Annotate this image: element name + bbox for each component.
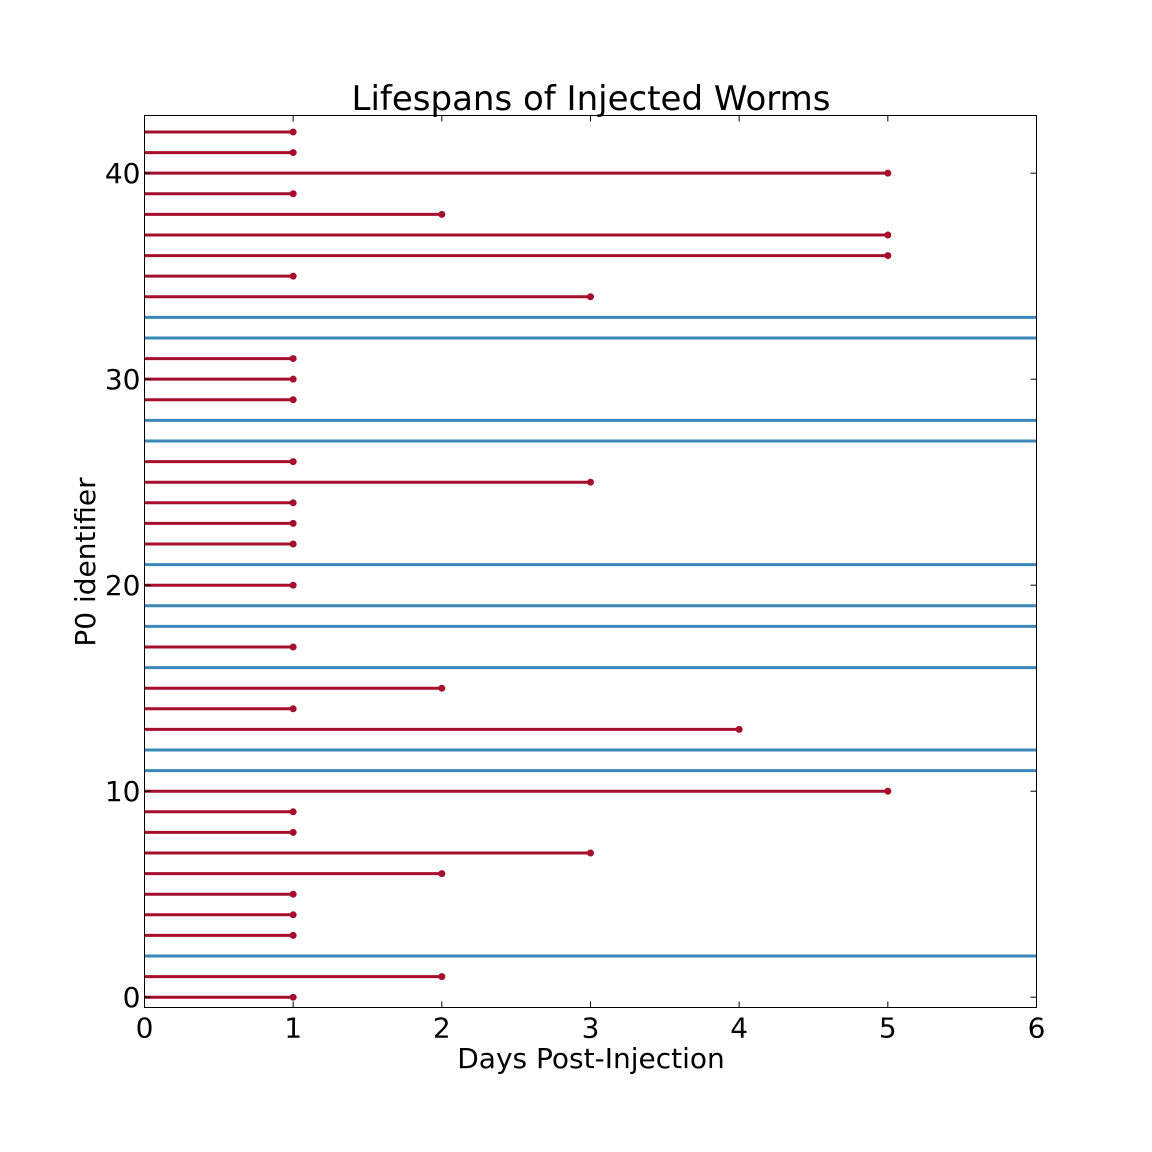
death-marker-39 — [289, 190, 297, 198]
death-marker-42 — [289, 128, 297, 136]
death-marker-22 — [289, 540, 297, 548]
death-marker-23 — [289, 519, 297, 527]
death-marker-14 — [289, 705, 297, 713]
x-tick-label-3: 3 — [582, 1012, 600, 1045]
death-marker-40 — [884, 169, 892, 177]
death-marker-3 — [289, 931, 297, 939]
x-tick-label-0: 0 — [136, 1012, 154, 1045]
death-marker-1 — [438, 973, 446, 981]
death-marker-25 — [587, 478, 594, 486]
death-marker-34 — [587, 293, 594, 301]
death-marker-5 — [289, 890, 297, 898]
death-marker-24 — [289, 499, 297, 507]
y-tick-label-0: 0 — [123, 981, 141, 1014]
x-tick-label-5: 5 — [879, 1012, 897, 1045]
x-axis-label: Days Post-Injection — [457, 1042, 725, 1075]
death-marker-13 — [735, 725, 743, 733]
death-marker-20 — [289, 581, 297, 589]
y-tick-label-30: 30 — [105, 363, 141, 396]
y-tick-label-20: 20 — [105, 569, 141, 602]
death-marker-17 — [289, 643, 297, 651]
y-axis-label: P0 identifier — [69, 477, 102, 647]
death-marker-35 — [289, 272, 297, 280]
death-marker-37 — [884, 231, 892, 239]
death-marker-26 — [289, 458, 297, 466]
death-marker-4 — [289, 911, 297, 919]
death-marker-8 — [289, 828, 297, 836]
death-marker-38 — [438, 210, 446, 218]
death-marker-0 — [289, 993, 297, 1001]
data-layer — [144, 128, 1037, 1001]
death-marker-10 — [884, 787, 892, 795]
chart-title: Lifespans of Injected Worms — [352, 79, 831, 119]
death-marker-41 — [289, 149, 297, 157]
x-tick-label-4: 4 — [730, 1012, 748, 1045]
death-marker-31 — [289, 355, 297, 363]
death-marker-7 — [587, 849, 594, 857]
tick-layer: 0 1 2 3 4 5 6 0 10 20 30 40 — [105, 115, 1046, 1045]
x-tick-label-1: 1 — [284, 1012, 302, 1045]
death-marker-36 — [884, 252, 892, 260]
plot-frame — [144, 115, 1037, 1008]
x-tick-label-6: 6 — [1028, 1012, 1046, 1045]
y-tick-label-40: 40 — [105, 157, 141, 190]
x-tick-label-2: 2 — [433, 1012, 451, 1045]
death-marker-30 — [289, 375, 297, 383]
death-marker-15 — [438, 684, 446, 692]
death-marker-29 — [289, 396, 297, 404]
death-marker-9 — [289, 808, 297, 816]
death-marker-6 — [438, 870, 446, 878]
y-tick-label-10: 10 — [105, 775, 141, 808]
